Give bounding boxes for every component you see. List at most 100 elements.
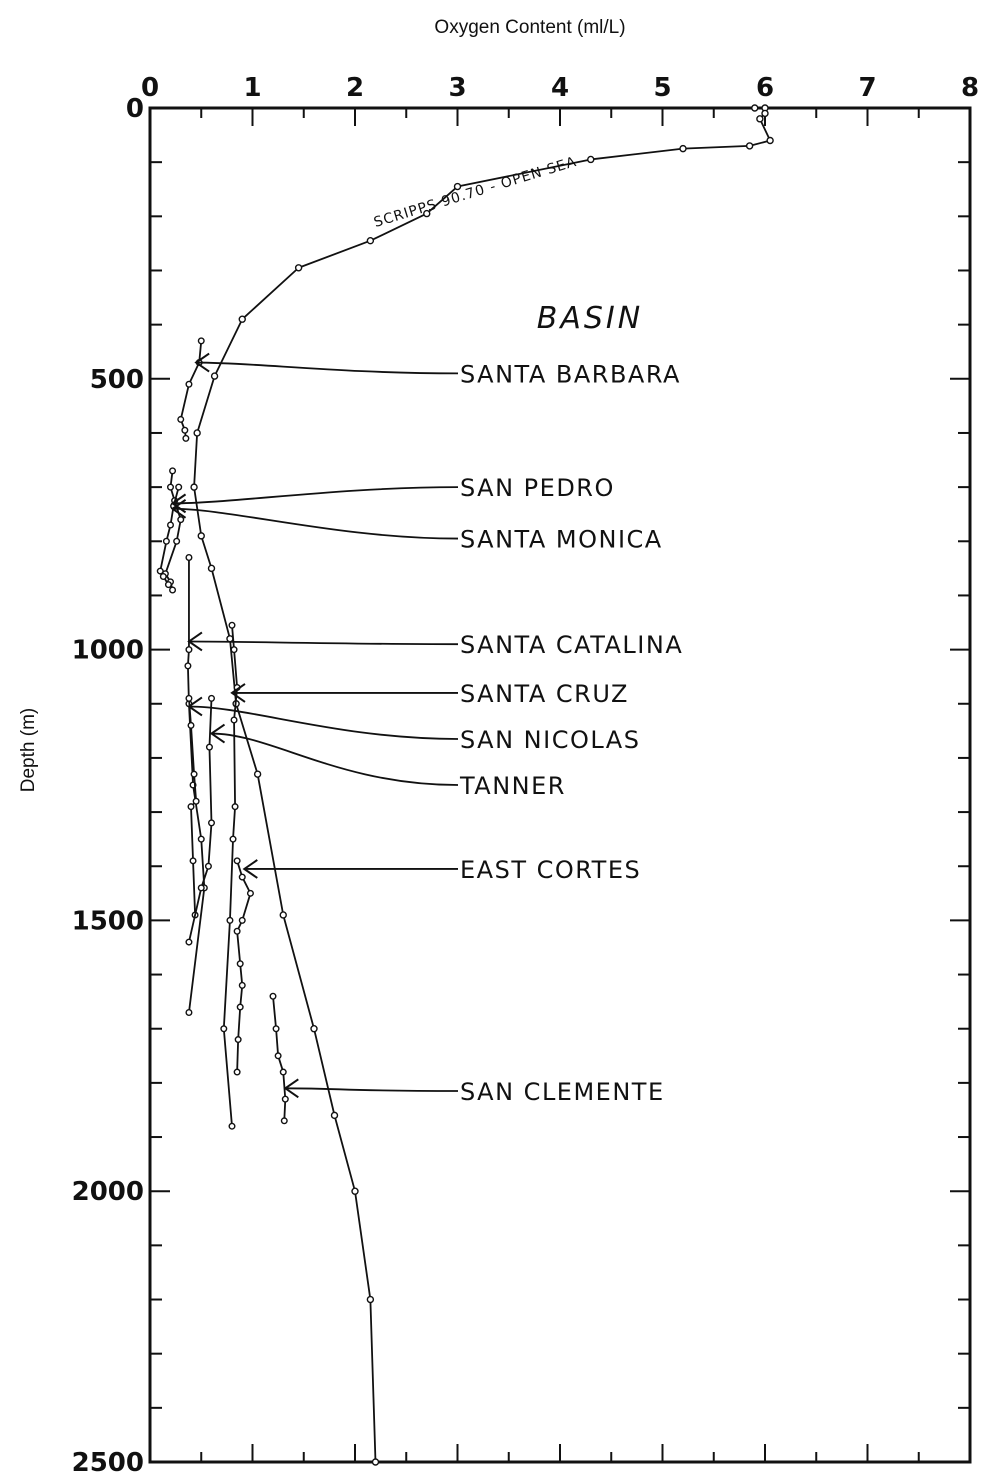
san-pedro-leader	[172, 486, 459, 505]
san-pedro-series-point	[169, 467, 177, 475]
east-cortes-series-point	[233, 857, 241, 865]
san-pedro-series-point	[169, 586, 177, 594]
open-sea-series-point	[366, 236, 375, 245]
east-cortes-series-point	[246, 889, 254, 897]
open-sea-series-point	[351, 1187, 359, 1195]
santa-monica-arrowhead	[170, 498, 187, 519]
y-tick-label: 1000	[72, 636, 144, 666]
y-tick-label: 1500	[72, 906, 144, 936]
open-sea-series-point	[761, 109, 769, 118]
y-tick-label: 500	[90, 365, 144, 395]
east-cortes-series-point	[238, 916, 246, 924]
east-cortes-series-point	[233, 927, 241, 935]
santa-cruz-series-point	[228, 1122, 236, 1130]
open-sea-series-point	[679, 144, 687, 153]
san-clemente-series-line	[272, 996, 287, 1121]
san-nicolas-label: SAN NICOLAS	[460, 726, 640, 754]
open-sea-series-point	[766, 136, 774, 145]
open-sea-series-point	[587, 155, 595, 164]
open-sea-series-point	[453, 182, 462, 191]
open-sea-series-point	[190, 483, 198, 491]
y-tick-label: 2500	[72, 1448, 144, 1478]
santa-barbara-series-line	[179, 340, 203, 439]
east-cortes-series-point	[238, 981, 246, 989]
annotation-layer: SCRIPPS 90.70 - OPEN SEA BASIN SANTA BARBA…	[170, 154, 683, 1106]
east-cortes-series-point	[233, 1068, 241, 1076]
san-clemente-series-point	[272, 1025, 280, 1033]
san-nicolas-arrowhead	[187, 696, 203, 717]
open-sea-series-point	[423, 209, 431, 218]
east-cortes-series-point	[236, 1003, 244, 1011]
open-sea-series-point	[238, 315, 246, 323]
y-tick-label: 0	[126, 94, 144, 124]
santa-cruz-series-point	[231, 803, 239, 811]
tanner-series-line	[188, 698, 213, 943]
y-tick-label: 2000	[72, 1177, 144, 1207]
x-tick-label: 7	[858, 73, 876, 103]
santa-cruz-series-point	[230, 646, 238, 654]
tanner-label: TANNER	[459, 772, 566, 800]
santa-cruz-arrowhead	[230, 683, 246, 703]
x-tick-label: 5	[653, 73, 671, 103]
santa-catalina-series-point	[185, 1008, 193, 1016]
san-nicolas-series-point	[187, 803, 195, 811]
santa-monica-series-point	[159, 572, 167, 580]
santa-monica-series-point	[156, 567, 164, 575]
santa-barbara-series-point	[177, 415, 185, 423]
san-nicolas-series-point	[192, 797, 200, 805]
santa-catalina-series-point	[185, 554, 193, 562]
open-sea-series-point	[756, 115, 764, 123]
santa-cruz-series-point	[220, 1025, 228, 1033]
east-cortes-series-point	[238, 873, 246, 881]
open-sea-series-point	[745, 142, 754, 150]
east-cortes-arrowhead	[242, 859, 258, 879]
santa-catalina-leader	[188, 640, 459, 646]
santa-cruz-series-point	[226, 916, 234, 924]
santa-catalina-arrowhead	[187, 631, 203, 652]
santa-cruz-label: SANTA CRUZ	[460, 680, 629, 708]
san-nicolas-series-point	[187, 721, 195, 729]
santa-monica-series-point	[175, 483, 183, 491]
x-tick-label: 4	[551, 73, 569, 103]
santa-barbara-series-point	[185, 380, 193, 388]
san-clemente-label: SAN CLEMENTE	[460, 1078, 665, 1106]
tanner-series-point	[205, 743, 213, 751]
x-tick-label: 6	[756, 73, 774, 103]
east-cortes-series-line	[236, 860, 252, 1073]
san-pedro-series-point	[173, 537, 181, 545]
santa-barbara-series-point	[181, 426, 189, 434]
open-sea-series-point	[371, 1458, 380, 1466]
santa-catalina-series-point	[185, 646, 193, 654]
tanner-leader	[211, 732, 459, 786]
san-clemente-series-point	[269, 992, 277, 1000]
open-sea-series-point	[330, 1111, 339, 1120]
open-sea-series-point	[310, 1025, 318, 1033]
open-sea-series-point	[253, 770, 262, 778]
santa-barbara-series-point	[182, 434, 190, 442]
axis-ticks	[149, 107, 971, 1463]
tanner-arrowhead	[209, 723, 226, 744]
santa-monica-series-point	[164, 581, 172, 589]
open-sea-label: SCRIPPS 90.70 - OPEN SEA	[372, 154, 579, 231]
basin-group-title: BASIN	[537, 301, 643, 336]
x-tick-label: 0	[141, 73, 159, 103]
santa-barbara-arrowhead	[194, 352, 210, 373]
open-sea-series-point	[226, 635, 234, 643]
santa-monica-label: SANTA MONICA	[460, 526, 663, 554]
san-pedro-series-point	[177, 516, 185, 524]
x-tick-label: 2	[346, 73, 364, 103]
tanner-series-point	[207, 694, 215, 702]
x-axis-title: Oxygen Content (ml/L)	[434, 17, 625, 38]
santa-catalina-label: SANTA CATALINA	[460, 631, 683, 659]
east-cortes-label: EAST CORTES	[460, 856, 641, 884]
santa-monica-series-point	[162, 537, 170, 545]
san-clemente-series-point	[280, 1117, 288, 1125]
x-tick-label: 3	[448, 73, 466, 103]
open-sea-series-point	[207, 564, 216, 573]
santa-catalina-series-point	[184, 662, 192, 670]
san-nicolas-series-point	[189, 857, 197, 865]
san-clemente-series-point	[281, 1095, 289, 1103]
santa-barbara-leader	[196, 361, 459, 375]
